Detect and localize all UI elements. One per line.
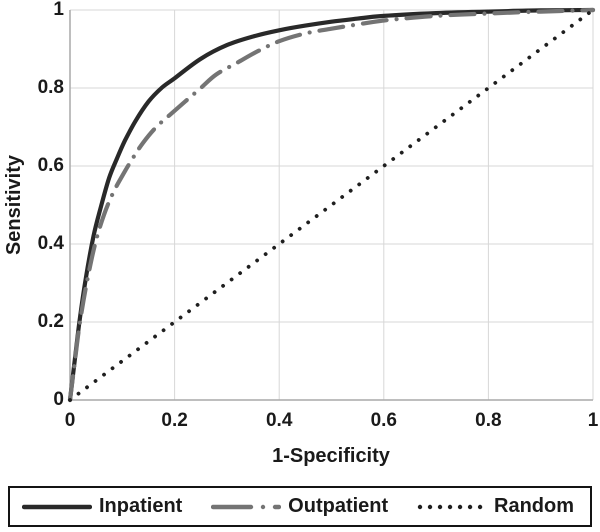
y-tick-label: 0 — [53, 389, 64, 410]
x-axis-title: 1-Specificity — [272, 445, 390, 467]
random-dotted-line-sample — [417, 504, 487, 509]
legend-label-inpatient: Inpatient — [99, 495, 183, 517]
y-tick-label: 0.4 — [37, 233, 64, 254]
y-tick-label: 0.2 — [37, 311, 64, 332]
y-tick-label: 1 — [53, 0, 64, 20]
x-tick-label: 1 — [587, 410, 599, 431]
legend-item-random: Random — [417, 495, 574, 518]
legend: Inpatient Outpatient Random — [8, 486, 592, 527]
inpatient-solid-line-sample — [22, 504, 92, 509]
series-outpatient-curve — [67, 7, 596, 403]
x-tick-label: 0.8 — [475, 410, 502, 431]
x-tick-label: 0.2 — [161, 410, 188, 431]
legend-item-inpatient: Inpatient — [22, 495, 182, 518]
y-tick-label: 0.8 — [37, 77, 64, 98]
x-tick-label: 0.4 — [265, 410, 293, 431]
legend-label-random: Random — [494, 495, 574, 517]
roc-plot-area — [67, 7, 596, 403]
x-tick-label: 0.6 — [370, 410, 397, 431]
x-tick-label: 0 — [64, 410, 76, 431]
y-tick-label: 0.6 — [37, 155, 64, 176]
series-inpatient-curve — [67, 7, 596, 403]
legend-item-outpatient: Outpatient — [211, 495, 388, 518]
legend-label-outpatient: Outpatient — [288, 495, 389, 517]
outpatient-dash-dot-line-sample — [211, 504, 282, 509]
series-random-curve — [68, 8, 595, 402]
